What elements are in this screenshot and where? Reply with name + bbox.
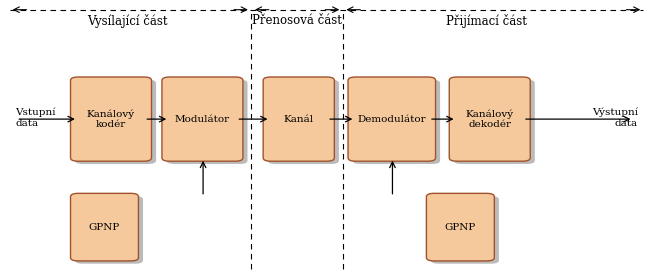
Text: Demodulátor: Demodulátor (357, 115, 426, 124)
Text: GPNP: GPNP (89, 223, 120, 232)
Text: Vysílající část: Vysílající část (87, 14, 168, 28)
FancyBboxPatch shape (449, 77, 530, 161)
FancyBboxPatch shape (71, 77, 151, 161)
Text: Kanálový
dekodér: Kanálový dekodér (466, 109, 514, 129)
FancyBboxPatch shape (167, 80, 247, 164)
FancyBboxPatch shape (431, 196, 499, 264)
FancyBboxPatch shape (162, 77, 243, 161)
Text: GPNP: GPNP (445, 223, 476, 232)
FancyBboxPatch shape (353, 80, 440, 164)
FancyBboxPatch shape (71, 193, 138, 261)
Text: Kanál: Kanál (283, 115, 314, 124)
FancyBboxPatch shape (268, 80, 339, 164)
Text: Kanálový
kodér: Kanálový kodér (87, 109, 135, 129)
Text: Výstupní
data: Výstupní data (592, 108, 638, 128)
Text: Přenosová část: Přenosová část (252, 14, 342, 27)
Text: Vstupní
data: Vstupní data (15, 108, 56, 128)
Text: Modulátor: Modulátor (175, 115, 230, 124)
FancyBboxPatch shape (75, 196, 143, 264)
FancyBboxPatch shape (454, 80, 535, 164)
FancyBboxPatch shape (75, 80, 156, 164)
FancyBboxPatch shape (426, 193, 494, 261)
FancyBboxPatch shape (348, 77, 436, 161)
FancyBboxPatch shape (263, 77, 334, 161)
Text: Přijímací část: Přijímací část (446, 14, 527, 28)
